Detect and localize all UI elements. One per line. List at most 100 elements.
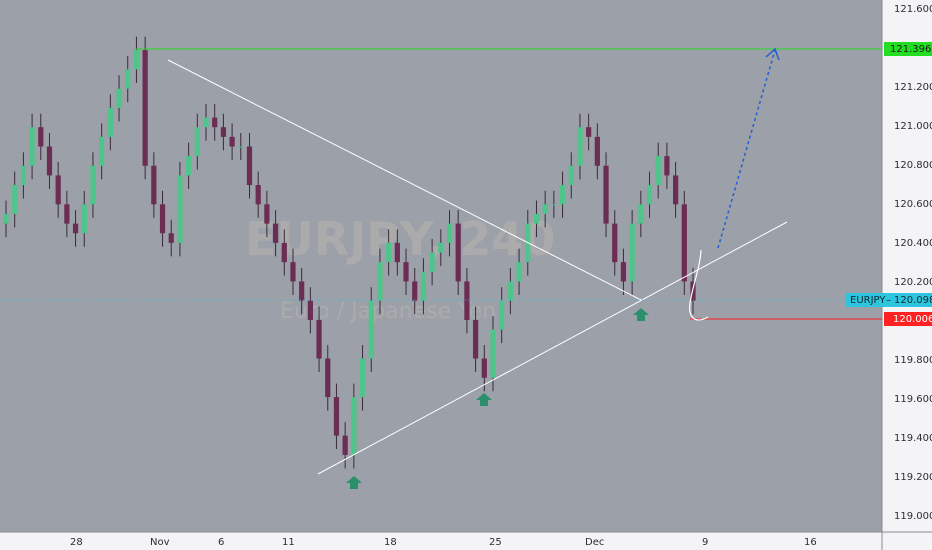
time-tick-label: 25 bbox=[489, 537, 502, 548]
symbol-watermark: EURJPY, 240 bbox=[245, 212, 555, 266]
price-tick-label: 121.600 bbox=[894, 4, 932, 15]
candle-body-down bbox=[151, 165, 157, 205]
candle-body-up bbox=[568, 165, 574, 186]
price-tick-label: 120.800 bbox=[894, 160, 932, 171]
candle-body-up bbox=[542, 204, 548, 214]
candle-body-down bbox=[664, 156, 670, 176]
candle-body-up bbox=[238, 146, 244, 148]
candle-body-up bbox=[116, 88, 122, 108]
price-tick-label: 121.200 bbox=[894, 82, 932, 93]
candle-body-down bbox=[412, 281, 418, 301]
candle-body-up bbox=[3, 213, 9, 224]
candle-body-down bbox=[594, 136, 600, 166]
price-axis[interactable]: 121.600 121.200 121.000 120.800 120.600 … bbox=[894, 4, 932, 522]
price-tick-label: 121.000 bbox=[894, 121, 932, 132]
candle-body-down bbox=[159, 204, 166, 234]
target-price-label: 121.396 bbox=[890, 44, 931, 55]
candle-body-down bbox=[46, 146, 53, 176]
buy-signal-marker-2 bbox=[476, 393, 492, 406]
candle-body-down bbox=[586, 127, 592, 137]
candle-body-down bbox=[255, 185, 261, 205]
time-axis[interactable]: 28 Nov 6 11 18 25 Dec 9 16 bbox=[70, 537, 817, 548]
candle-body-down bbox=[168, 233, 174, 243]
candle-body-down bbox=[481, 358, 487, 378]
candle-body-up bbox=[359, 358, 366, 398]
price-tick-label: 119.800 bbox=[894, 355, 932, 366]
candle-body-down bbox=[290, 262, 296, 282]
candle-body-up bbox=[186, 156, 192, 176]
time-tick-label: 6 bbox=[218, 537, 224, 548]
time-tick-label: 16 bbox=[804, 537, 817, 548]
candle-body-up bbox=[499, 300, 505, 330]
triangle-lower-trendline[interactable] bbox=[317, 221, 788, 475]
candle-body-down bbox=[325, 358, 331, 398]
time-tick-label: 11 bbox=[282, 537, 295, 548]
candle-body-down bbox=[394, 242, 400, 263]
candle-body-up bbox=[125, 69, 131, 89]
candle-body-up bbox=[438, 242, 444, 253]
candle-body-down bbox=[316, 319, 322, 359]
symbol-price-tag bbox=[846, 293, 932, 307]
candle-body-down bbox=[455, 223, 461, 282]
candle-body-up bbox=[490, 329, 496, 378]
candle-body-down bbox=[333, 397, 340, 436]
price-tick-label: 119.600 bbox=[894, 394, 932, 405]
candle-body-down bbox=[212, 117, 218, 128]
description-watermark: Euro / Japanese Yen bbox=[280, 299, 496, 324]
time-tick-label: 9 bbox=[702, 537, 708, 548]
candle-body-up bbox=[368, 300, 374, 359]
candle-body-up bbox=[107, 107, 113, 137]
candle-body-down bbox=[603, 165, 609, 224]
candle-body-down bbox=[403, 262, 409, 282]
candle-body-down bbox=[272, 223, 279, 243]
candle-body-down bbox=[264, 204, 270, 224]
candle-body-down bbox=[229, 136, 235, 147]
candle-body-up bbox=[446, 223, 453, 243]
candle-series bbox=[3, 36, 696, 469]
stop-price-label: 120.006 bbox=[893, 314, 932, 325]
candle-body-up bbox=[20, 165, 27, 186]
candle-body-down bbox=[342, 435, 348, 455]
candle-body-up bbox=[655, 156, 661, 186]
triangle-upper-trendline[interactable] bbox=[167, 59, 642, 301]
time-tick-label: Dec bbox=[585, 537, 604, 548]
candle-body-up bbox=[90, 165, 96, 205]
stop-price-badge bbox=[884, 312, 932, 326]
candle-body-up bbox=[12, 185, 18, 214]
candle-body-down bbox=[620, 262, 627, 282]
projection-arrow-head bbox=[765, 47, 780, 61]
candle-body-up bbox=[516, 262, 522, 282]
candle-body-up bbox=[533, 213, 540, 224]
candle-body-up bbox=[507, 281, 513, 301]
projection-arrow-line[interactable] bbox=[717, 49, 776, 249]
price-tick-label: 120.200 bbox=[894, 277, 932, 288]
candle-body-down bbox=[38, 127, 44, 147]
candle-body-up bbox=[29, 127, 35, 166]
price-tick-label: 119.200 bbox=[894, 472, 932, 483]
candle-body-up bbox=[133, 50, 140, 70]
candle-body-up bbox=[559, 185, 566, 205]
time-tick-label: 18 bbox=[384, 537, 397, 548]
time-tick-label: Nov bbox=[150, 537, 170, 548]
candle-body-up bbox=[177, 175, 183, 243]
price-tick-label: 120.600 bbox=[894, 199, 932, 210]
candle-body-down bbox=[672, 175, 679, 205]
candle-body-down bbox=[299, 281, 305, 301]
candle-body-up bbox=[194, 127, 200, 157]
candle-body-up bbox=[351, 397, 357, 455]
candle-body-down bbox=[281, 242, 287, 263]
candle-body-up bbox=[203, 117, 209, 128]
candle-body-up bbox=[377, 262, 383, 301]
time-tick-label: 28 bbox=[70, 537, 83, 548]
candle-body-down bbox=[472, 319, 479, 359]
candle-body-up bbox=[551, 204, 557, 206]
candle-body-up bbox=[629, 223, 635, 282]
candle-body-up bbox=[646, 185, 653, 205]
candle-body-up bbox=[638, 204, 644, 224]
candle-body-down bbox=[681, 204, 687, 282]
price-tick-label: 119.000 bbox=[894, 511, 932, 522]
symbol-price-tag-value: 120.098 bbox=[894, 295, 932, 306]
candle-body-down bbox=[246, 146, 253, 186]
buy-signal-marker-3 bbox=[633, 308, 649, 321]
bounce-curve-drawing[interactable] bbox=[689, 249, 709, 321]
